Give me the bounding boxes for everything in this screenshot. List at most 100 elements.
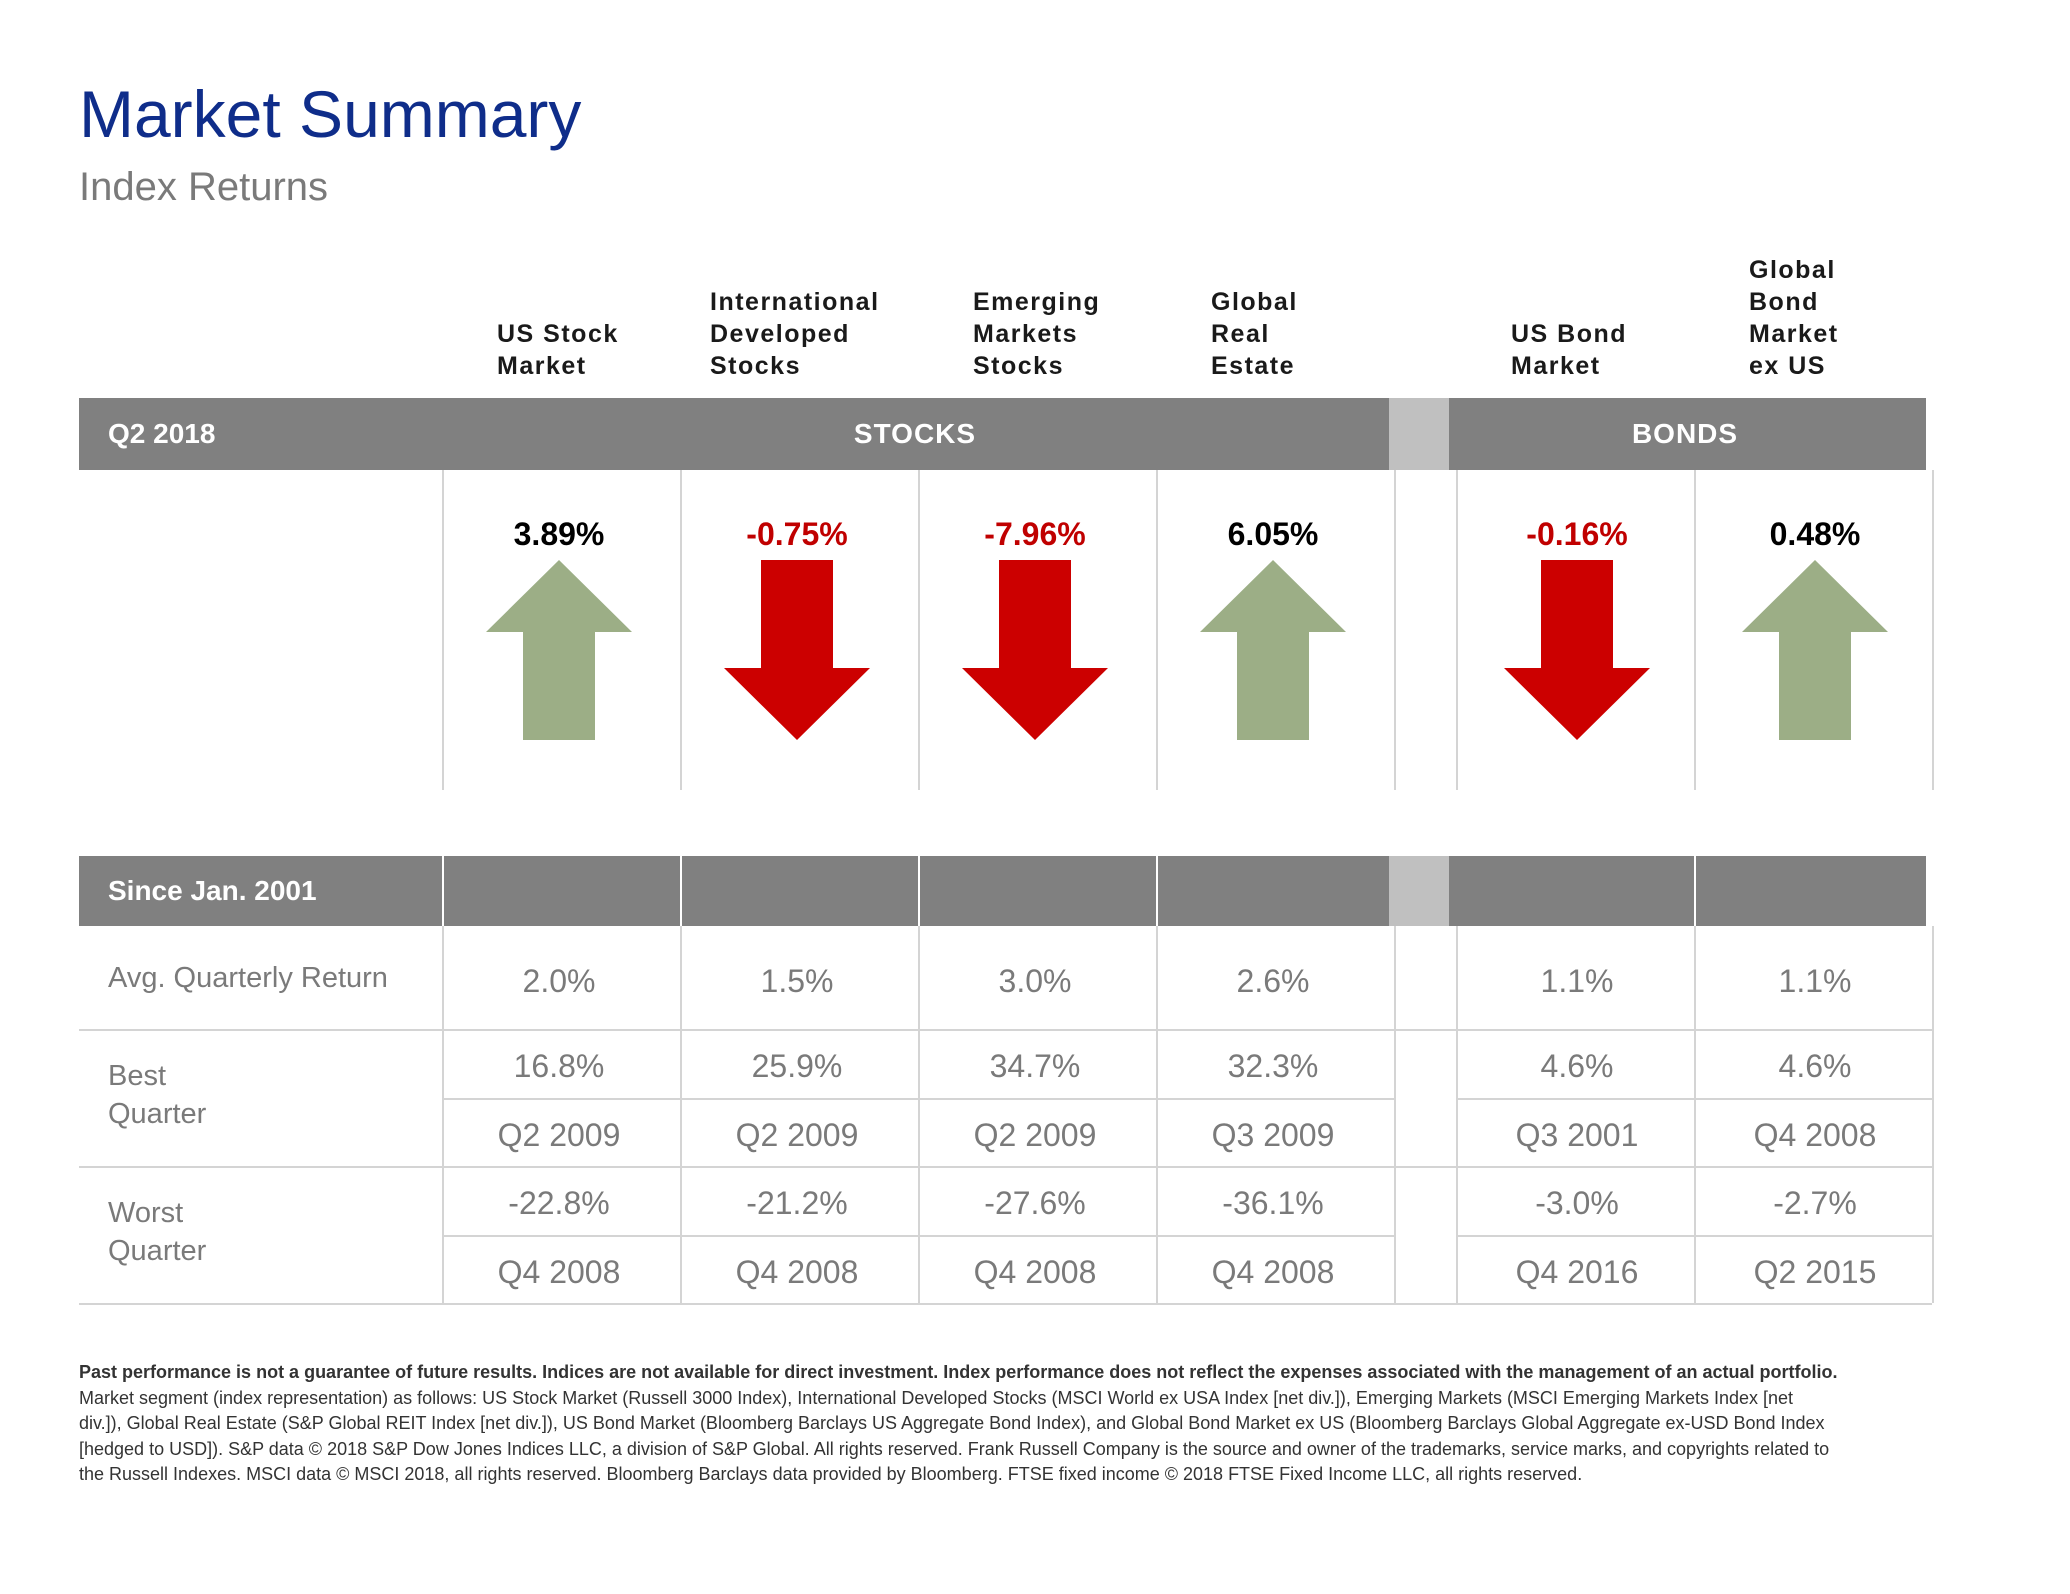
row-divider xyxy=(79,1029,1932,1031)
since-label: Since Jan. 2001 xyxy=(108,875,317,906)
quarter-return-value: 6.05% xyxy=(1227,516,1319,552)
up-arrow-icon xyxy=(1742,560,1888,740)
arrow-shape xyxy=(486,560,632,740)
column-divider xyxy=(1156,470,1158,790)
column-header-line: Global xyxy=(1211,288,1298,316)
worst-value-cell: -3.0% xyxy=(1535,1185,1619,1221)
subrow-divider xyxy=(1456,1098,1932,1100)
column-header-line: Market xyxy=(1749,320,1839,348)
down-arrow-icon xyxy=(724,560,870,740)
worst-value-cell: -2.7% xyxy=(1773,1185,1857,1221)
quarter-period-label: Q2 2018 xyxy=(108,418,216,449)
best-quarter-label-line2: Quarter xyxy=(108,1098,207,1130)
stocks-band xyxy=(79,398,1389,470)
column-header-line: US Bond xyxy=(1511,320,1628,348)
arrow-shape xyxy=(1742,560,1888,740)
column-header-line: Markets xyxy=(973,320,1078,348)
column-header-line: ex US xyxy=(1749,352,1826,380)
column-divider xyxy=(1394,470,1396,790)
best-value-cell: 4.6% xyxy=(1778,1048,1852,1084)
up-arrow-icon xyxy=(1200,560,1346,740)
column-header-line: Stocks xyxy=(973,352,1064,380)
up-arrow-icon xyxy=(486,560,632,740)
quarter-return-value: 3.89% xyxy=(513,516,605,552)
since-band-gap xyxy=(1389,856,1449,926)
column-header: Global Bond Market ex US xyxy=(1749,252,1839,382)
table-column-divider xyxy=(1694,926,1696,1303)
worst-quarter-cell: Q4 2016 xyxy=(1515,1254,1639,1290)
best-quarter-cell: Q2 2009 xyxy=(735,1117,859,1153)
best-quarter-cell: Q4 2008 xyxy=(1753,1117,1877,1153)
best-value-cell: 32.3% xyxy=(1227,1048,1319,1084)
worst-quarter-cell: Q4 2008 xyxy=(1211,1254,1335,1290)
worst-value-cell: -21.2% xyxy=(746,1185,848,1221)
row-divider xyxy=(79,1303,1932,1305)
worst-quarter-cell: Q4 2008 xyxy=(497,1254,621,1290)
column-header-line: Global xyxy=(1749,256,1836,284)
band-separator xyxy=(680,856,682,926)
footnote: Past performance is not a guarantee of f… xyxy=(79,1360,1839,1488)
quarter-return-value: -0.75% xyxy=(746,516,848,552)
table-column-divider xyxy=(1394,926,1396,1303)
worst-quarter-label-line2: Quarter xyxy=(108,1235,207,1267)
worst-quarter-cell: Q4 2008 xyxy=(735,1254,859,1290)
index-details-text: Market segment (index representation) as… xyxy=(79,1387,1830,1485)
since-band xyxy=(79,856,1389,926)
quarter-return-value: -0.16% xyxy=(1526,516,1628,552)
down-arrow-icon xyxy=(1504,560,1650,740)
column-header: Global Real Estate xyxy=(1211,252,1298,382)
column-header-line: US Stock xyxy=(497,320,619,348)
table-column-divider xyxy=(1456,926,1458,1303)
avg-return-cell: 1.5% xyxy=(760,963,834,999)
band-separator xyxy=(918,856,920,926)
subrow-divider xyxy=(1456,1235,1932,1237)
table-column-divider xyxy=(680,926,682,1303)
column-divider xyxy=(442,470,444,790)
stocks-label: STOCKS xyxy=(853,418,977,449)
best-quarter-label-line1: Best xyxy=(108,1060,167,1092)
avg-return-cell: 2.0% xyxy=(522,963,596,999)
table-column-divider xyxy=(918,926,920,1303)
column-divider xyxy=(918,470,920,790)
bonds-band xyxy=(1449,398,1926,470)
table-column-divider xyxy=(442,926,444,1303)
column-header: International Developed Stocks xyxy=(710,252,880,382)
worst-quarter-label-line1: Worst xyxy=(108,1197,184,1229)
worst-value-cell: -27.6% xyxy=(984,1185,1086,1221)
column-header-line: Market xyxy=(1511,352,1601,380)
column-header-line: Market xyxy=(497,352,587,380)
avg-return-cell: 1.1% xyxy=(1778,963,1852,999)
worst-quarter-cell: Q2 2015 xyxy=(1753,1254,1877,1290)
worst-quarter-cell: Q4 2008 xyxy=(973,1254,1097,1290)
quarter-return-value: -7.96% xyxy=(984,516,1086,552)
column-header: US Stock Market xyxy=(497,252,619,382)
column-divider xyxy=(1932,470,1934,790)
column-header: Emerging Markets Stocks xyxy=(973,252,1100,382)
band-separator xyxy=(1156,856,1158,926)
column-divider xyxy=(1694,470,1696,790)
disclaimer-text: Past performance is not a guarantee of f… xyxy=(79,1362,1838,1382)
best-value-cell: 16.8% xyxy=(513,1048,605,1084)
worst-value-cell: -22.8% xyxy=(508,1185,610,1221)
column-header: US Bond Market xyxy=(1511,252,1627,382)
table-column-divider xyxy=(1932,926,1934,1303)
arrow-shape xyxy=(1504,560,1650,740)
column-header-line: International xyxy=(710,288,880,316)
avg-return-label: Avg. Quarterly Return xyxy=(108,962,388,994)
table-column-divider xyxy=(1156,926,1158,1303)
band-separator xyxy=(442,856,444,926)
column-header-line: Bond xyxy=(1749,288,1819,316)
best-quarter-cell: Q2 2009 xyxy=(973,1117,1097,1153)
avg-return-cell: 1.1% xyxy=(1540,963,1614,999)
column-header-line: Developed xyxy=(710,320,850,348)
bonds-label: BONDS xyxy=(1631,418,1739,449)
best-value-cell: 25.9% xyxy=(751,1048,843,1084)
best-quarter-cell: Q2 2009 xyxy=(497,1117,621,1153)
since-bonds-band xyxy=(1449,856,1926,926)
avg-return-cell: 2.6% xyxy=(1236,963,1310,999)
column-divider xyxy=(680,470,682,790)
arrow-shape xyxy=(724,560,870,740)
column-header-line: Stocks xyxy=(710,352,801,380)
arrow-shape xyxy=(962,560,1108,740)
column-divider xyxy=(1456,470,1458,790)
